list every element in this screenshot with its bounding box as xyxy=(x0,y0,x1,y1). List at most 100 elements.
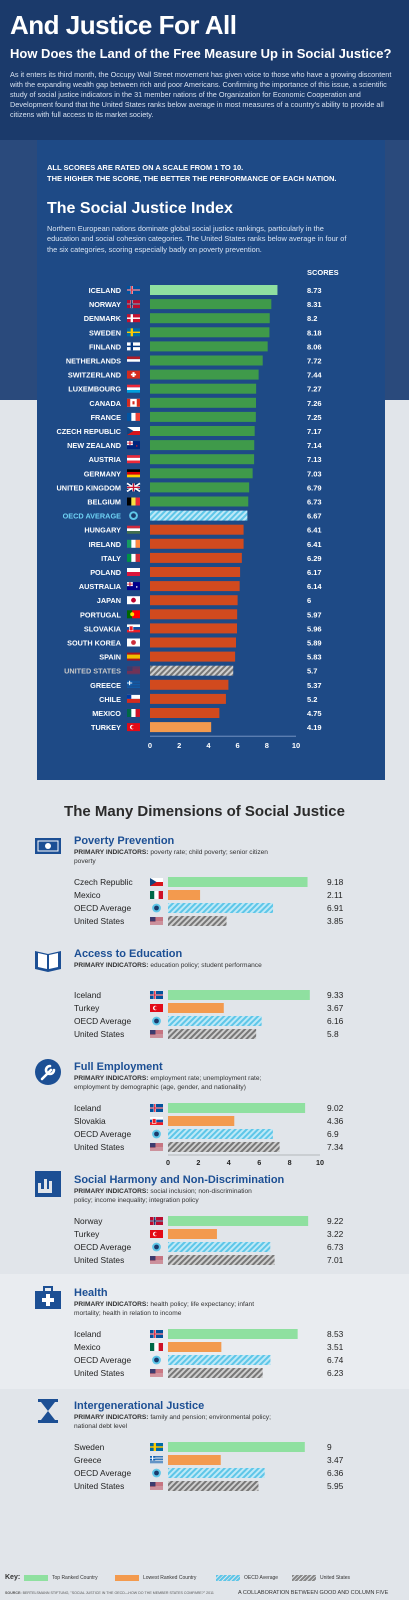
score-label-united-states: 5.7 xyxy=(307,667,317,676)
flag-mexico-s2 xyxy=(131,709,136,717)
legend-swatch-top xyxy=(24,1575,48,1581)
flag-united-states-stripe-3 xyxy=(127,670,140,671)
flag-iceland-h2 xyxy=(127,289,140,291)
dimensions-title: The Many Dimensions of Social Justice xyxy=(64,803,345,820)
flag-icon-norway xyxy=(127,300,140,309)
index-tick-10: 10 xyxy=(292,741,300,750)
flag-italy-s1 xyxy=(127,553,132,562)
country-label-portugal: PORTUGAL xyxy=(80,610,121,619)
flag-icon-mexico xyxy=(127,709,140,717)
flag-hungary-s2 xyxy=(127,528,140,532)
score-label-netherlands: 7.72 xyxy=(307,357,322,366)
social-justice-index-panel: ALL SCORES ARE RATED ON A SCALE FROM 1 T… xyxy=(37,140,385,780)
flag-icon-united-kingdom xyxy=(126,482,141,493)
legend-item-lowest: Lowest Ranked Country xyxy=(143,1575,197,1581)
flag-greece-stripe-2 xyxy=(127,684,140,685)
flag-icon-germany xyxy=(127,469,140,478)
flag-new-zealand-canton-h xyxy=(127,442,133,444)
index-tick-0: 0 xyxy=(148,741,152,750)
flag-chile-canton xyxy=(127,694,132,699)
source-note: SOURCE: BERTELSMANN STIFTUNG, "SOCIAL JU… xyxy=(5,1591,214,1595)
flag-slovakia-shield xyxy=(129,625,134,632)
score-label-slovakia: 5.96 xyxy=(307,624,322,633)
flag-germany-s3 xyxy=(127,474,140,478)
bar-czech-republic xyxy=(150,426,255,436)
flag-denmark-h xyxy=(127,317,140,319)
country-label-chile: CHILE xyxy=(99,695,121,704)
flag-canada-r xyxy=(136,398,140,407)
key-label: Key: xyxy=(5,1574,21,1581)
bar-germany xyxy=(150,468,253,479)
score-label-finland: 8.06 xyxy=(307,342,322,351)
flag-united-states-stripe-5 xyxy=(127,672,140,673)
flag-icon-slovakia xyxy=(127,624,140,633)
score-label-new-zealand: 7.14 xyxy=(307,441,322,450)
bar-sweden xyxy=(150,327,270,338)
bar-belgium xyxy=(150,496,249,507)
country-label-luxembourg: LUXEMBOURG xyxy=(68,385,121,394)
bar-denmark xyxy=(150,313,270,324)
country-label-canada: CANADA xyxy=(89,399,121,408)
score-label-oecd-average: 6.67 xyxy=(307,512,322,521)
flag-france-s2 xyxy=(131,412,136,421)
flag-icon-france xyxy=(127,412,140,421)
flag-germany-s2 xyxy=(127,471,140,475)
score-label-hungary: 6.41 xyxy=(307,526,322,535)
flag-icon-czech-republic xyxy=(127,427,140,435)
bar-netherlands xyxy=(150,355,263,366)
flag-new-zealand-bg xyxy=(127,441,140,450)
flag-new-zealand-star xyxy=(135,445,138,447)
country-label-iceland: ICELAND xyxy=(89,286,121,295)
flag-chile-top xyxy=(127,694,140,699)
score-label-poland: 6.17 xyxy=(307,568,322,577)
bar-spain xyxy=(150,651,236,662)
flag-netherlands-s1 xyxy=(127,356,140,360)
flag-belgium-s2 xyxy=(131,497,136,506)
flag-france-s1 xyxy=(127,412,132,421)
country-label-new-zealand: NEW ZEALAND xyxy=(67,441,121,450)
flag-australia-canton-h xyxy=(127,583,133,585)
country-label-spain: SPAIN xyxy=(99,653,121,662)
bar-italy xyxy=(150,552,242,563)
flag-luxembourg-s3 xyxy=(127,390,140,393)
intro-paragraph: As it enters its third month, the Occupy… xyxy=(10,70,392,120)
flag-spain-mid xyxy=(127,654,140,659)
flag-sweden-h xyxy=(127,331,140,334)
flag-switzerland-h xyxy=(130,373,137,376)
bar-luxembourg xyxy=(150,383,257,394)
flag-austria-s3 xyxy=(127,460,140,464)
country-label-united-states: UNITED STATES xyxy=(64,667,121,676)
flag-icon-united-states xyxy=(127,666,140,675)
flag-netherlands-s3 xyxy=(127,361,140,365)
country-label-ireland: IRELAND xyxy=(89,540,121,549)
country-label-south-korea: SOUTH KOREA xyxy=(67,639,122,648)
flag-france-s3 xyxy=(135,412,140,421)
score-label-mexico: 4.75 xyxy=(307,709,322,718)
score-label-turkey: 4.19 xyxy=(307,723,322,732)
country-label-hungary: HUNGARY xyxy=(84,526,121,535)
country-label-france: FRANCE xyxy=(91,413,122,422)
flag-slovakia-s2 xyxy=(127,627,140,630)
flag-united-states-stripe-1 xyxy=(127,667,140,669)
flag-luxembourg-s2 xyxy=(127,387,140,391)
bar-south-korea xyxy=(150,637,236,648)
country-label-finland: FINLAND xyxy=(89,342,121,351)
bar-oecd-average xyxy=(150,510,248,521)
flag-italy-s2 xyxy=(131,553,136,562)
flag-czech-republic-bot xyxy=(127,431,140,435)
bar-iceland xyxy=(150,285,278,295)
source-text: BERTELSMANN STIFTUNG, "SOCIAL JUSTICE IN… xyxy=(22,1591,214,1595)
bar-new-zealand xyxy=(150,440,255,451)
flag-greece-stripe-1 xyxy=(127,682,140,684)
flag-icon-netherlands xyxy=(127,356,140,365)
country-label-norway: NORWAY xyxy=(89,300,121,309)
flag-icon-japan xyxy=(127,596,140,605)
score-label-chile: 5.2 xyxy=(307,695,317,704)
flag-czech-republic-top xyxy=(127,427,140,431)
country-label-australia: AUSTRALIA xyxy=(79,582,122,591)
bar-finland xyxy=(150,341,268,352)
country-label-turkey: TURKEY xyxy=(91,723,121,732)
flag-canada-leaf xyxy=(132,401,135,405)
bar-ireland xyxy=(150,538,244,549)
score-label-switzerland: 7.44 xyxy=(307,371,322,380)
